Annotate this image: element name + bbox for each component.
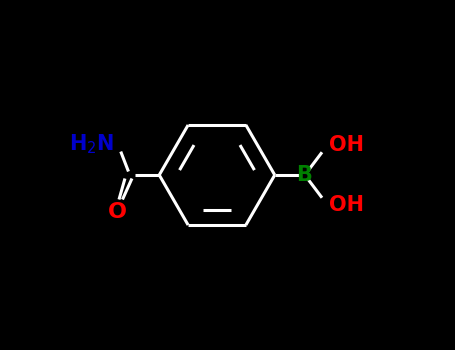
Text: O: O (108, 202, 127, 222)
Text: H$_2$N: H$_2$N (69, 133, 114, 156)
Text: B: B (297, 165, 313, 185)
Text: OH: OH (329, 195, 364, 215)
Text: OH: OH (329, 135, 364, 155)
